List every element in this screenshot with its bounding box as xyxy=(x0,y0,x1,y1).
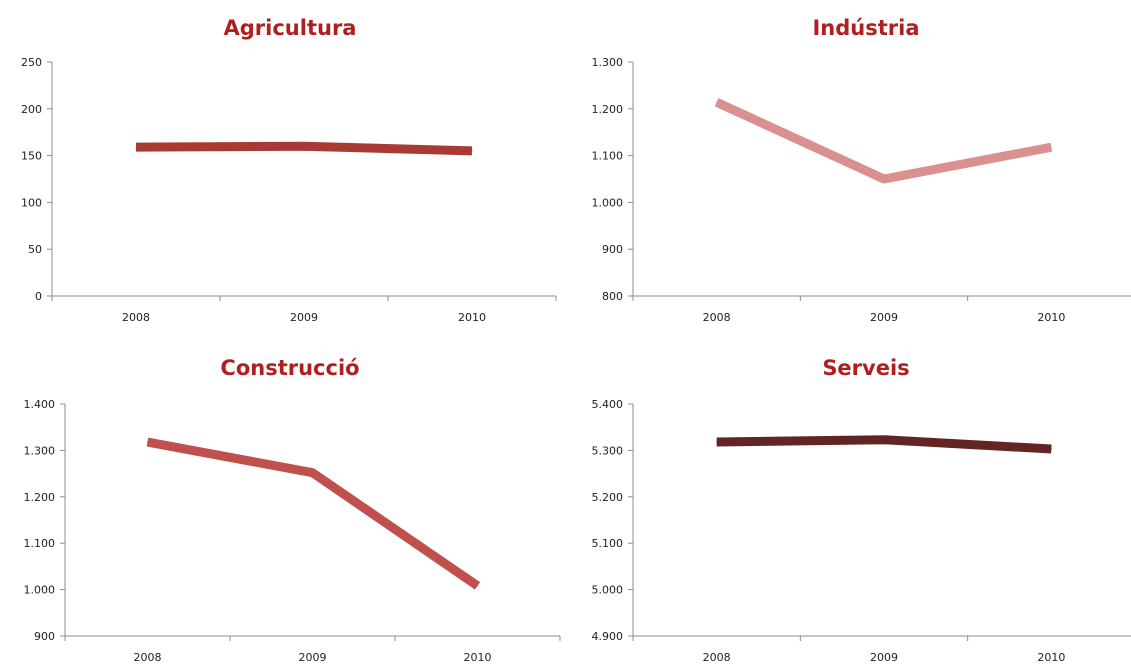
y-tick-label: 1.200 xyxy=(24,491,56,504)
y-tick-label: 5.400 xyxy=(592,398,624,411)
y-tick-label: 900 xyxy=(602,243,623,256)
chart-construccio: Construcció 900 1.000 1.100 1.200 1.300 1.400 2… xyxy=(24,356,561,664)
x-tick-label: 2009 xyxy=(870,651,898,664)
data-point xyxy=(883,439,885,441)
x-tick-label: 2010 xyxy=(1037,651,1065,664)
y-tick-label: 250 xyxy=(21,56,42,69)
data-point xyxy=(477,585,478,587)
y-tick-label: 50 xyxy=(28,243,42,256)
data-point xyxy=(312,472,313,474)
x-tick-label: 2008 xyxy=(703,311,731,324)
y-tick-label: 5.200 xyxy=(592,491,624,504)
x-tick-label: 2009 xyxy=(290,311,318,324)
x-tick-label: 2008 xyxy=(703,651,731,664)
y-tick-label: 1.100 xyxy=(24,537,56,550)
y-tick-label: 1.200 xyxy=(592,103,624,116)
y-tick-label: 900 xyxy=(34,630,55,643)
data-point xyxy=(1050,448,1052,450)
x-tick-label: 2008 xyxy=(122,311,150,324)
y-tick-label: 150 xyxy=(21,150,42,163)
data-point xyxy=(135,146,137,148)
data-point xyxy=(716,101,718,103)
series-line xyxy=(714,98,1053,184)
x-tick-label: 2008 xyxy=(134,651,162,664)
data-point xyxy=(1050,146,1052,148)
y-tick-label: 5.300 xyxy=(592,444,624,457)
x-tick-label: 2010 xyxy=(1037,311,1065,324)
chart-agricultura: Agricultura 0 50 100 150 200 250 2008 2009 2010 xyxy=(21,16,557,324)
chart-title: Serveis xyxy=(822,356,909,380)
data-point xyxy=(883,178,885,180)
y-tick-label: 0 xyxy=(35,290,42,303)
y-tick-label: 800 xyxy=(602,290,623,303)
y-tick-label: 1.300 xyxy=(24,444,56,457)
data-point xyxy=(716,441,718,443)
x-tick-label: 2010 xyxy=(464,651,492,664)
y-tick-label: 1.000 xyxy=(592,196,624,209)
x-tick-label: 2010 xyxy=(458,311,486,324)
y-tick-label: 1.300 xyxy=(592,56,624,69)
series-line xyxy=(146,437,481,590)
chart-serveis: Serveis 4.900 5.000 5.100 5.200 5.300 5.400 200… xyxy=(592,356,1131,664)
chart-title: Indústria xyxy=(812,16,919,40)
y-tick-label: 5.100 xyxy=(592,537,624,550)
y-tick-label: 1.000 xyxy=(24,584,56,597)
data-point xyxy=(147,441,148,443)
y-tick-label: 5.000 xyxy=(592,584,624,597)
y-tick-label: 1.400 xyxy=(24,398,56,411)
y-tick-label: 200 xyxy=(21,103,42,116)
x-tick-label: 2009 xyxy=(870,311,898,324)
y-tick-label: 4.900 xyxy=(592,630,624,643)
chart-title: Construcció xyxy=(220,356,359,380)
y-tick-label: 100 xyxy=(21,196,42,209)
y-tick-label: 1.100 xyxy=(592,150,624,163)
series-line xyxy=(135,141,473,156)
data-point xyxy=(303,145,305,147)
data-point xyxy=(471,150,473,152)
chart-industria: Indústria 800 900 1.000 1.100 1.200 1.300 2008 2… xyxy=(592,16,1131,324)
x-tick-label: 2009 xyxy=(299,651,327,664)
series-line xyxy=(716,435,1052,454)
chart-title: Agricultura xyxy=(224,16,357,40)
